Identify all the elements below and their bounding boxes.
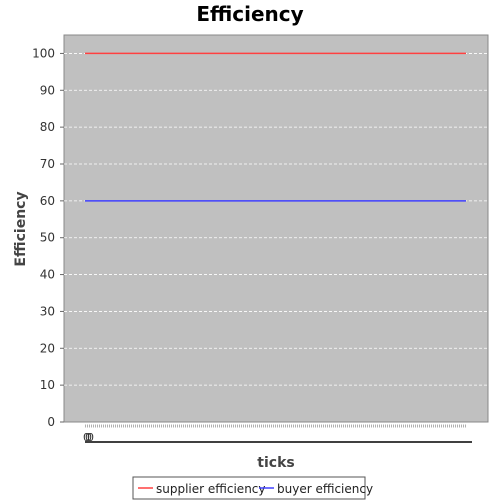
chart-title: Efficiency — [196, 2, 303, 26]
y-tick-label: 80 — [40, 120, 55, 134]
x-tick-label: 0 — [87, 431, 94, 444]
x-axis-label: ticks — [257, 455, 294, 471]
y-tick-label: 70 — [40, 157, 55, 171]
y-tick-label: 90 — [40, 83, 55, 97]
series-lines — [85, 52, 466, 202]
x-tick-label: 0 — [83, 431, 90, 444]
y-tick-label: 0 — [47, 415, 55, 429]
y-axis-ticks: 0 10 20 30 40 50 60 70 80 90 100 — [32, 46, 64, 429]
x-tick-label: 0 — [85, 431, 92, 444]
x-axis-ticks: 000 — [83, 431, 94, 444]
y-tick-label: 10 — [40, 378, 55, 392]
y-tick-label: 60 — [40, 194, 55, 208]
legend: supplier efficiency buyer efficiency — [132, 476, 373, 500]
legend-label-supplier: supplier efficiency — [156, 482, 266, 496]
y-tick-label: 30 — [40, 304, 55, 318]
y-tick-label: 50 — [40, 231, 55, 245]
y-tick-label: 100 — [32, 46, 55, 60]
y-tick-label: 20 — [40, 341, 55, 355]
plot-area — [63, 34, 489, 423]
legend-box — [132, 476, 366, 500]
y-axis-label: Efficiency — [13, 191, 29, 266]
legend-label-buyer: buyer efficiency — [277, 482, 373, 496]
y-tick-label: 40 — [40, 268, 55, 282]
